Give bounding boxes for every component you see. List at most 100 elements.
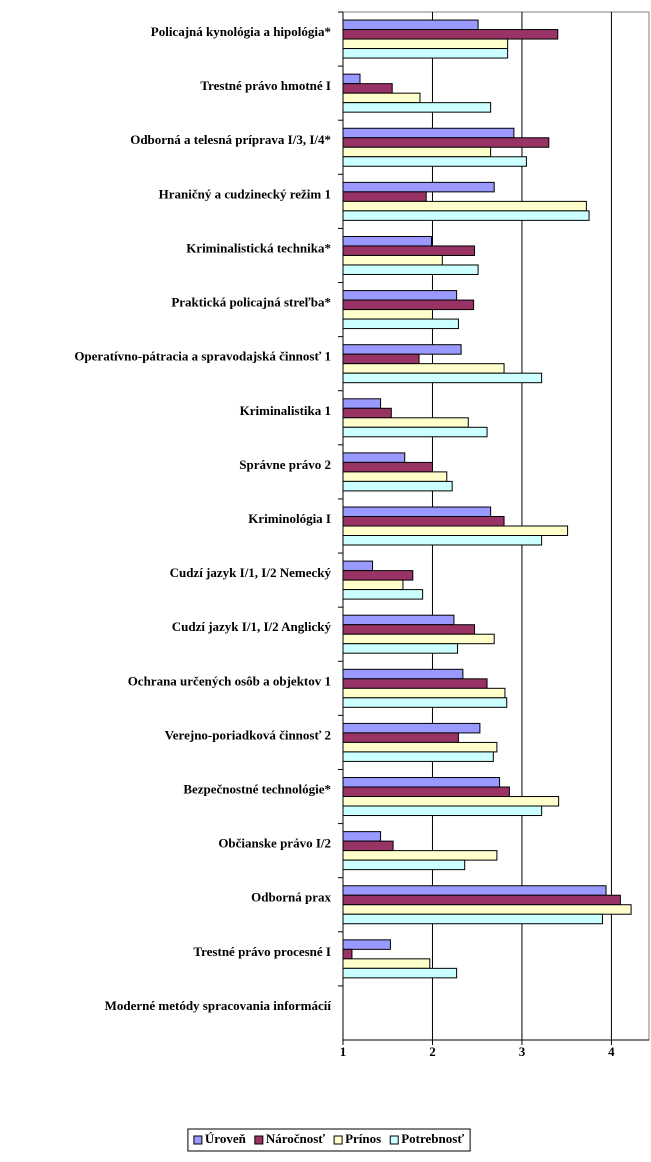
legend-box <box>187 1128 471 1152</box>
bar <box>342 894 621 906</box>
bar <box>342 741 498 753</box>
bar <box>342 579 404 591</box>
bar <box>342 958 431 969</box>
bar <box>342 668 464 680</box>
x-tick-label: 1 <box>340 1044 347 1059</box>
y-tick-label: Hraničný a cudzinecký režim 1 <box>159 186 331 201</box>
y-tick-label: Kriminalistická technika* <box>186 240 331 255</box>
bar <box>342 235 433 247</box>
bar <box>342 38 509 50</box>
bar <box>342 831 382 842</box>
legend-label: Potrebnosť <box>401 1131 464 1146</box>
bar <box>342 850 498 861</box>
bar <box>342 948 353 960</box>
y-tick-label: Praktická policajná streľba* <box>171 295 331 310</box>
legend: Úroveň Náročnosť Prínos Potrebnosť <box>187 1128 471 1152</box>
y-tick-label: Trestné právo hmotné I <box>200 78 331 93</box>
bar <box>342 751 494 762</box>
y-tick-label: Cudzí jazyk I/1, I/2 Nemecký <box>170 565 332 580</box>
bar <box>342 805 543 817</box>
bar <box>342 290 458 301</box>
bar <box>342 506 492 517</box>
bar <box>342 525 569 536</box>
bar <box>342 732 459 743</box>
y-tick-label: Kriminalistika 1 <box>240 403 331 418</box>
bar <box>342 146 492 158</box>
y-tick-label: Ochrana určených osôb a objektov 1 <box>128 673 331 688</box>
x-tick-label: 4 <box>608 1044 615 1059</box>
bar <box>342 697 508 708</box>
x-tick-label: 2 <box>429 1044 436 1059</box>
bar <box>342 426 488 438</box>
legend-swatch <box>333 1135 343 1145</box>
bar <box>342 796 560 807</box>
bar <box>342 398 382 409</box>
legend-label: Prínos <box>345 1131 381 1146</box>
bar <box>342 633 495 645</box>
y-tick-label: Kriminológia I <box>248 511 331 526</box>
bar <box>342 83 393 94</box>
bar <box>342 471 448 482</box>
bar <box>342 353 420 365</box>
bar <box>342 589 424 600</box>
bar <box>342 624 476 635</box>
legend-swatch <box>254 1135 264 1145</box>
bar <box>342 372 543 384</box>
y-tick-label: Občianske právo I/2 <box>218 836 331 851</box>
legend-label: Úroveň <box>205 1131 247 1146</box>
y-tick-label: Správne právo 2 <box>239 457 331 472</box>
bar <box>342 344 462 355</box>
bar <box>342 535 543 546</box>
bar <box>342 254 443 266</box>
bar <box>342 29 559 40</box>
bar <box>342 859 466 871</box>
bar <box>342 840 394 852</box>
bar <box>342 19 479 31</box>
bar <box>342 181 495 193</box>
y-tick-label: Verejno-poriadková činnosť 2 <box>165 727 331 742</box>
bar <box>342 92 421 104</box>
y-tick-label: Trestné právo procesné I <box>193 944 331 959</box>
bar <box>342 885 607 896</box>
bar <box>342 48 509 59</box>
bar <box>342 722 481 734</box>
legend-swatch <box>193 1135 203 1145</box>
bar <box>342 643 459 654</box>
bar <box>342 137 550 148</box>
bar <box>342 191 427 202</box>
y-tick-label: Operatívno-pátracia a spravodajská činno… <box>74 349 331 364</box>
x-tick-label: 3 <box>519 1044 526 1059</box>
bar <box>342 570 414 581</box>
bar <box>342 452 406 463</box>
bar <box>342 102 492 113</box>
bar <box>342 461 433 473</box>
bar <box>342 417 469 428</box>
y-tick-label: Cudzí jazyk I/1, I/2 Anglický <box>172 619 332 634</box>
y-tick-label: Moderné metódy spracovania informácií <box>105 998 332 1013</box>
bar <box>342 480 453 492</box>
bar <box>342 560 374 572</box>
bar <box>342 687 506 699</box>
bar <box>342 264 479 275</box>
legend-swatch <box>389 1135 399 1145</box>
bar <box>342 407 392 419</box>
bar <box>342 939 391 950</box>
bar <box>342 967 458 979</box>
bar <box>342 786 510 798</box>
bar <box>342 777 501 788</box>
y-tick-label: Bezpečnostné technológie* <box>183 782 331 797</box>
bar <box>342 309 433 320</box>
bar <box>342 245 476 256</box>
bar <box>342 913 603 925</box>
bar <box>342 73 361 85</box>
y-tick-label: Odborná a telesná príprava I/3, I/4* <box>130 132 331 147</box>
bar <box>342 678 488 689</box>
bar <box>342 156 527 167</box>
bar <box>342 904 632 915</box>
bar <box>342 614 455 626</box>
y-tick-label: Policajná kynológia a hipológia* <box>151 24 331 39</box>
bar <box>342 210 590 221</box>
y-tick-label: Odborná prax <box>251 890 331 905</box>
bar <box>342 363 505 374</box>
